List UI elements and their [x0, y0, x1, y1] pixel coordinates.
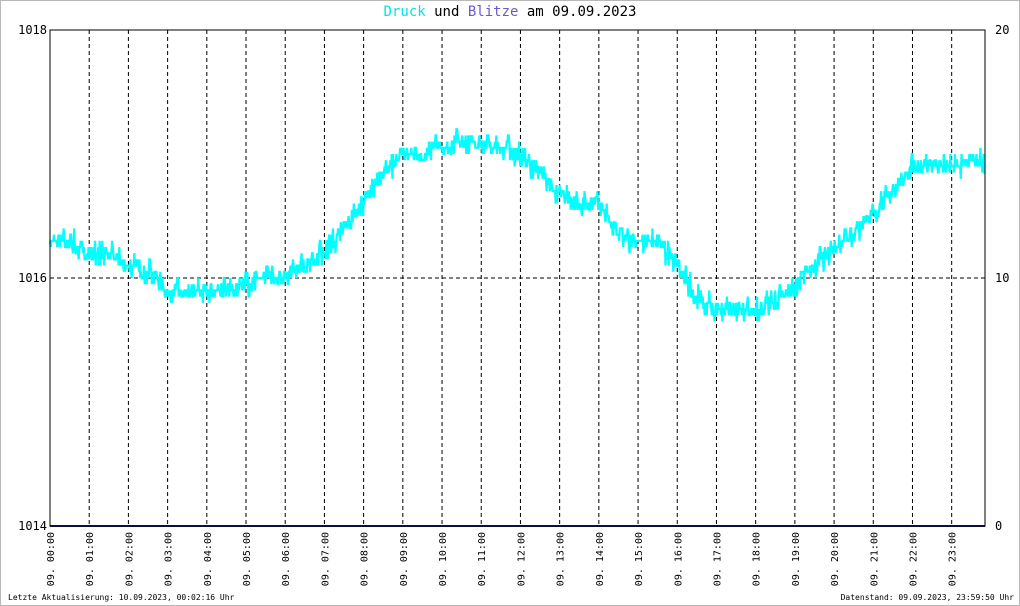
x-tick-label: 09. 19:00: [791, 532, 802, 586]
title-date: 09.09.2023: [552, 4, 637, 20]
right-tick-label: 20: [995, 23, 1009, 37]
x-tick-label: 09. 02:00: [124, 532, 135, 586]
druck-series-line: [48, 128, 986, 322]
x-tick-label: 09. 22:00: [908, 532, 919, 586]
x-tick-label: 09. 21:00: [869, 532, 880, 586]
x-tick-label: 09. 23:00: [948, 532, 959, 586]
axis-layer: 1014 1016 1018 0 10 20 09. 00:00 09. 01:00 09. 0…: [18, 23, 1009, 586]
footer-data-status: Datenstand: 09.09.2023, 23:59:50 Uhr: [840, 593, 1014, 602]
x-tick-label: 09. 06:00: [281, 532, 292, 586]
x-tick-label: 09. 09:00: [399, 532, 410, 586]
left-tick-label: 1014: [18, 519, 47, 533]
right-tick-label: 10: [995, 271, 1009, 285]
x-tick-label: 09. 10:00: [438, 532, 449, 586]
series-layer: [48, 128, 986, 527]
left-tick-label: 1016: [18, 271, 47, 285]
title-series-blitze: Blitze: [467, 4, 519, 20]
x-tick-label: 09. 14:00: [595, 532, 606, 586]
title-series-druck: Druck: [383, 4, 426, 20]
x-tick-label: 09. 13:00: [556, 532, 567, 586]
grid-layer: [50, 30, 985, 526]
footer-last-update: Letzte Aktualisierung: 10.09.2023, 00:02…: [8, 593, 235, 602]
x-tick-label: 09. 12:00: [516, 532, 527, 586]
title-word-und: und: [434, 4, 460, 20]
title-word-am: am: [526, 4, 544, 20]
right-tick-label: 0: [995, 519, 1002, 533]
x-tick-label: 09. 17:00: [712, 532, 723, 586]
x-tick-label: 09. 15:00: [634, 532, 645, 586]
x-tick-label: 09. 05:00: [242, 532, 253, 586]
left-tick-label: 1018: [18, 23, 47, 37]
x-tick-label: 09. 20:00: [830, 532, 841, 586]
x-tick-label: 09. 16:00: [673, 532, 684, 586]
chart-title: Druck und Blitze am 09.09.2023: [0, 4, 1020, 20]
x-tick-label: 09. 03:00: [164, 532, 175, 586]
x-tick-label: 09. 07:00: [320, 532, 331, 586]
x-tick-label: 09. 00:00: [46, 532, 57, 586]
plot-border: [49, 29, 986, 527]
x-tick-label: 09. 04:00: [203, 532, 214, 586]
x-tick-label: 09. 08:00: [360, 532, 371, 586]
x-tick-label: 09. 18:00: [752, 532, 763, 586]
x-tick-label: 09. 11:00: [477, 532, 488, 586]
x-tick-label: 09. 01:00: [85, 532, 96, 586]
